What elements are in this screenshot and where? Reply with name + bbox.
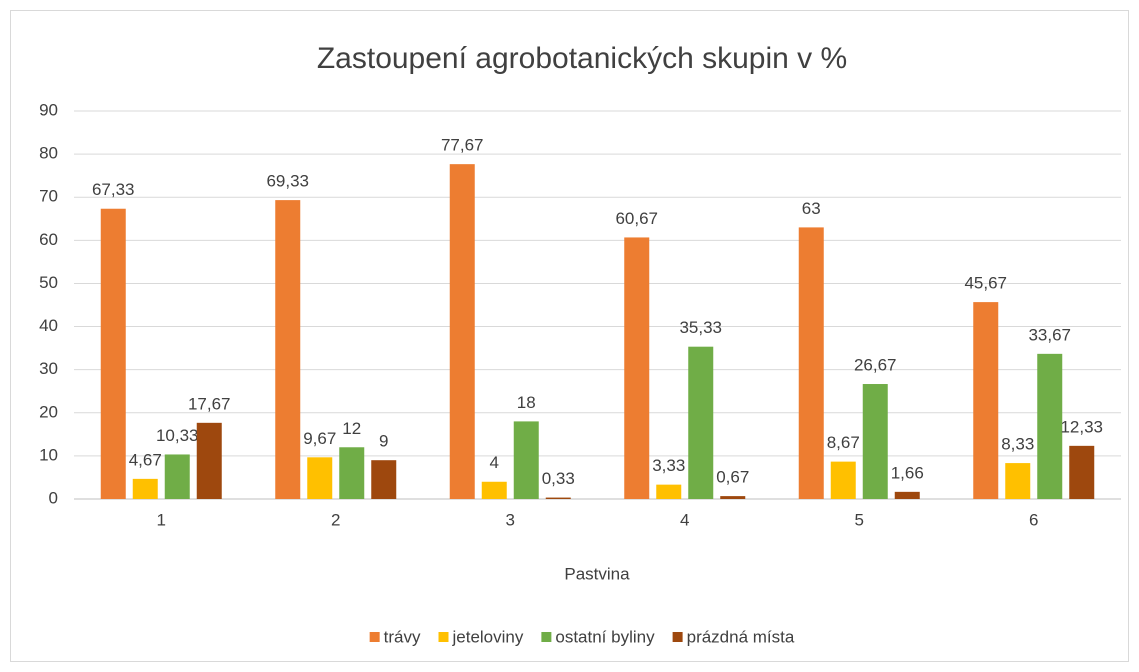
bar xyxy=(1005,463,1031,499)
data-label: 77,67 xyxy=(441,136,484,155)
bar xyxy=(656,484,682,499)
y-tick-label: 40 xyxy=(39,316,58,335)
data-label: 0,67 xyxy=(716,468,749,487)
y-tick-label: 0 xyxy=(49,488,58,507)
data-label: 1,66 xyxy=(891,463,924,482)
y-tick-label: 60 xyxy=(39,230,58,249)
data-label: 9,67 xyxy=(303,429,336,448)
legend-swatch xyxy=(541,632,552,642)
data-label: 26,67 xyxy=(854,356,897,375)
data-label: 63 xyxy=(802,199,821,218)
chart-title: Zastoupení agrobotanických skupin v % xyxy=(317,42,847,75)
legend-label: ostatní byliny xyxy=(555,627,655,646)
bar xyxy=(164,454,190,499)
data-label: 10,33 xyxy=(156,426,199,445)
bar xyxy=(973,302,999,499)
data-label: 60,67 xyxy=(615,209,658,228)
x-tick-label: 1 xyxy=(157,510,166,529)
bar xyxy=(339,447,365,499)
bar xyxy=(894,491,920,499)
data-label: 67,33 xyxy=(92,180,135,199)
bar xyxy=(1037,353,1063,499)
bar xyxy=(624,237,650,499)
y-tick-label: 50 xyxy=(39,273,58,292)
bar xyxy=(798,227,824,499)
bar xyxy=(830,461,856,499)
bar xyxy=(275,200,301,500)
x-tick-label: 3 xyxy=(506,510,515,529)
data-label: 4 xyxy=(490,453,499,472)
legend-label: prázdná místa xyxy=(687,627,795,646)
data-label: 4,67 xyxy=(129,450,162,469)
x-tick-label: 6 xyxy=(1029,510,1038,529)
legend-swatch xyxy=(672,632,683,642)
y-tick-label: 70 xyxy=(39,187,58,206)
data-label: 0,33 xyxy=(542,469,575,488)
x-tick-label: 2 xyxy=(331,510,340,529)
y-tick-label: 90 xyxy=(39,100,58,119)
x-tick-label: 4 xyxy=(680,510,689,529)
bar xyxy=(196,422,222,499)
y-tick-label: 20 xyxy=(39,402,58,421)
legend-swatch xyxy=(369,632,380,642)
data-label: 45,67 xyxy=(964,274,1007,293)
legend-swatch xyxy=(438,632,449,642)
bar xyxy=(1069,445,1095,499)
y-tick-label: 80 xyxy=(39,144,58,163)
y-tick-label: 30 xyxy=(39,359,58,378)
bar xyxy=(688,346,714,499)
data-label: 12,33 xyxy=(1060,417,1103,436)
data-label: 12 xyxy=(342,419,361,438)
data-label: 33,67 xyxy=(1028,325,1071,344)
data-label: 18 xyxy=(517,393,536,412)
data-label: 8,67 xyxy=(827,433,860,452)
bar xyxy=(513,421,539,499)
y-tick-label: 10 xyxy=(39,445,58,464)
x-tick-label: 5 xyxy=(855,510,864,529)
x-axis-title: Pastvina xyxy=(564,564,630,583)
chart-border xyxy=(10,10,1129,662)
bar xyxy=(862,384,888,499)
data-label: 8,33 xyxy=(1001,435,1034,454)
data-label: 9 xyxy=(379,432,388,451)
bar xyxy=(449,164,475,499)
data-label: 35,33 xyxy=(679,318,722,337)
bar xyxy=(371,460,397,499)
bar xyxy=(307,457,333,499)
data-label: 17,67 xyxy=(188,394,231,413)
bar xyxy=(481,481,507,499)
legend-label: jeteloviny xyxy=(452,627,524,646)
bar xyxy=(100,208,126,499)
bar xyxy=(545,497,571,499)
bar xyxy=(720,496,746,499)
data-label: 3,33 xyxy=(652,456,685,475)
data-label: 69,33 xyxy=(266,172,309,191)
bar xyxy=(132,478,158,499)
legend-label: trávy xyxy=(384,627,421,646)
